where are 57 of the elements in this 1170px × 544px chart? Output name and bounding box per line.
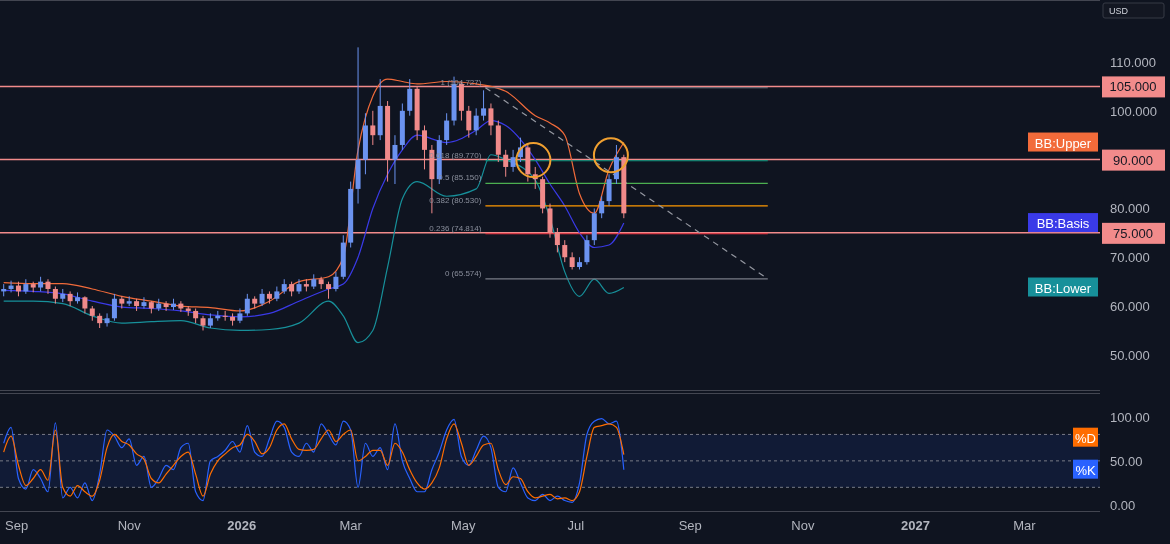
annotation: 0.618 (89.770) — [429, 150, 482, 160]
candlestick — [613, 144, 619, 185]
candlestick — [584, 234, 590, 266]
candlestick — [244, 293, 250, 317]
candlestick — [141, 296, 147, 309]
candlestick — [473, 107, 479, 136]
x-tick-label: Nov — [791, 518, 815, 533]
y-tick-label: 100.000 — [1110, 103, 1157, 119]
candlestick — [392, 134, 398, 185]
ref-line-label: 75.000 — [1113, 225, 1153, 241]
annotation: 0 (65.574) — [444, 268, 482, 278]
y-tick-label: 70.000 — [1110, 250, 1150, 266]
candlestick — [466, 105, 472, 139]
candlestick — [488, 102, 494, 136]
candlestick — [318, 276, 324, 290]
text: BB:Upper — [1034, 135, 1092, 151]
candlestick — [333, 271, 339, 292]
ref-line-label: 105.000 — [1109, 79, 1157, 95]
candlestick — [562, 239, 568, 263]
candlestick — [606, 173, 612, 207]
y-tick-label: 0.00 — [1110, 497, 1136, 513]
candlestick — [481, 89, 487, 122]
y-tick-label: 110.000 — [1110, 54, 1157, 70]
y-tick-label: 100.00 — [1110, 409, 1150, 425]
candlestick — [222, 310, 228, 322]
text: USD — [1109, 6, 1129, 16]
y-tick-label: 60.000 — [1110, 299, 1150, 315]
x-tick-label: May — [450, 518, 477, 533]
x-tick-label: Mar — [1013, 518, 1037, 533]
candlestick — [296, 278, 302, 295]
candlestick — [111, 293, 117, 322]
x-tick-label: Sep — [678, 518, 702, 533]
candlestick — [444, 112, 450, 146]
text: BB:Basis — [1036, 216, 1090, 232]
y-tick-label: 80.000 — [1110, 201, 1150, 217]
candlestick — [370, 110, 376, 146]
candlestick — [599, 195, 605, 219]
y-tick-label: 50.00 — [1110, 453, 1143, 469]
candlestick — [407, 78, 413, 117]
line-series — [3, 154, 625, 344]
x-tick-label: Mar — [339, 518, 363, 533]
candlestick — [45, 278, 51, 295]
ref-line-label: 90.000 — [1113, 152, 1153, 168]
x-tick-label: Nov — [117, 518, 142, 533]
annotation: 0.236 (74.814) — [429, 223, 482, 233]
candlestick — [510, 149, 516, 173]
text: %K — [1075, 462, 1096, 478]
x-tick-label: Jul — [567, 518, 585, 533]
x-tick-label: 2027 — [900, 518, 930, 533]
candlestick — [178, 300, 184, 313]
text: %D — [1075, 430, 1096, 446]
candlestick — [104, 312, 110, 328]
x-tick-label: Sep — [5, 518, 29, 533]
text: BB:Lower — [1034, 280, 1092, 296]
y-tick-label: 50.000 — [1110, 347, 1150, 363]
candlestick — [67, 290, 73, 307]
x-tick-label: 2026 — [227, 518, 257, 533]
